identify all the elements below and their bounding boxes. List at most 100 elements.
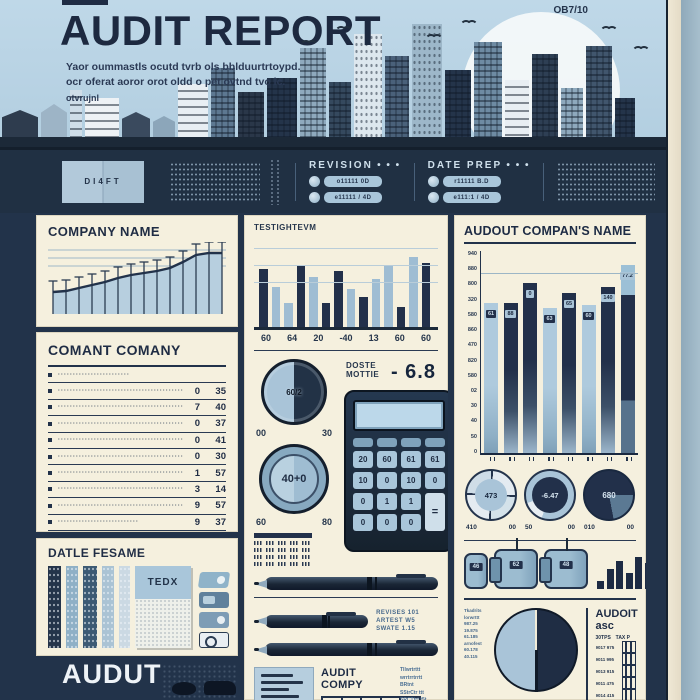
building	[354, 34, 382, 140]
calc-key	[425, 438, 445, 447]
bar: 63	[542, 308, 557, 453]
building	[238, 92, 264, 140]
row-label: 9014 415	[595, 692, 615, 698]
tick-mark	[552, 457, 554, 461]
bar-value: 88	[505, 310, 516, 318]
vertical-divider	[586, 608, 588, 700]
dash	[254, 555, 263, 559]
ground-strip	[0, 137, 666, 147]
text-line: 64	[287, 333, 298, 343]
mini-bar-chart	[597, 553, 646, 589]
check-cell	[626, 665, 632, 677]
vertical-text-column	[269, 158, 282, 205]
divider	[464, 598, 636, 600]
bar-value: 0	[526, 290, 534, 298]
date-row-2: e111:1 / 4D	[427, 192, 530, 203]
pen-body	[265, 614, 369, 628]
bullet-icon	[48, 487, 52, 492]
badge-icon	[427, 176, 439, 187]
pen-clip	[326, 611, 357, 616]
gauge-labels: 60 80	[256, 517, 332, 527]
axis-tick	[544, 457, 558, 461]
gauges-calculator-section: 60/2 00 30 40+0 60 80 DOSTE	[254, 359, 448, 566]
calc-key: 0	[425, 472, 445, 489]
text-line: 0	[473, 448, 477, 455]
check-cells	[621, 665, 637, 677]
dash	[266, 541, 275, 545]
pen-band	[375, 577, 378, 590]
bottom-row: AUDIT COMPY ⚑ TllwrtrtttwrrtrrtrrttBRtnt…	[254, 667, 438, 700]
bullet-icon	[48, 389, 52, 394]
audit-compy-grid: ⚑	[321, 696, 421, 700]
grid-cell	[322, 697, 342, 700]
row-value: 37	[215, 516, 226, 528]
date-pill: e111:1 / 4D	[442, 192, 501, 203]
tick-mark	[509, 457, 511, 461]
badge-icon	[309, 176, 320, 187]
bar	[396, 307, 405, 327]
revision-label-text: REVISION	[309, 160, 373, 171]
table-row: ········································…	[48, 416, 226, 433]
building	[178, 84, 208, 140]
text-line: 860	[467, 327, 477, 334]
pen-tip	[254, 645, 267, 654]
row-value: 1	[194, 467, 200, 479]
x-axis-labels: 60 64 20 -40 13 60 60	[254, 330, 438, 343]
donut-value: -6.47	[532, 477, 568, 513]
gauge-value: 40+0	[269, 454, 319, 504]
bullet-icon	[48, 520, 52, 525]
revision-label: REVISION • • •	[309, 160, 401, 171]
donut-block: 680 010 00	[582, 469, 636, 531]
x-axis-ticks	[483, 455, 637, 461]
check-cell	[631, 665, 636, 677]
date-row-1: r11111 B.D	[427, 176, 530, 187]
revision-row-2: e11111 / 4D	[309, 192, 401, 203]
dash	[302, 562, 311, 566]
table-row: ········································…	[48, 449, 226, 466]
bullet-icon	[48, 438, 52, 443]
calc-key	[353, 438, 373, 447]
bird-icon	[425, 34, 443, 42]
bar	[346, 289, 355, 327]
city-skyline	[0, 24, 666, 140]
grid-cell: ⚑	[400, 697, 420, 700]
pen-illustration	[254, 574, 438, 590]
calc-key: 10	[401, 472, 421, 489]
row-value: 9	[194, 500, 200, 512]
text-line: 940	[467, 251, 477, 257]
check-cell	[626, 641, 632, 653]
card-icon	[199, 592, 229, 608]
donut-block: 473 410 00	[464, 469, 518, 531]
row-value: 14	[215, 483, 226, 495]
y-axis-labels: 940 880 800 320 580 860 470 820 580 02 30 40 50 0	[464, 251, 481, 455]
text-line: ARTEST W5	[376, 618, 416, 624]
mini-bar	[597, 581, 604, 589]
book-spine	[102, 566, 114, 648]
silhouette-shape	[204, 681, 236, 695]
building	[474, 42, 502, 140]
row-value: 9	[194, 516, 200, 528]
building	[70, 90, 82, 140]
building	[41, 104, 67, 140]
subtitle-line3: otvrujnl	[66, 93, 99, 103]
wallet-label: 48	[559, 560, 573, 569]
row-value: 0	[194, 418, 200, 430]
audoit-table-block: AUDOIT asc 30TPS TAX P 9017 975 9011 995 9…	[596, 608, 638, 700]
pen-point	[254, 619, 259, 623]
building	[445, 70, 471, 140]
bullet-icon	[48, 503, 52, 508]
calc-key: 1	[401, 493, 421, 510]
receipt-line	[261, 674, 294, 677]
dash	[278, 562, 287, 566]
audit-row: 9014 415	[596, 689, 637, 700]
row-label: ········································…	[58, 502, 184, 509]
tedx-box: TEDX	[135, 566, 191, 648]
dotted-text-block	[170, 161, 260, 202]
tick-mark	[567, 457, 569, 461]
check-cell	[621, 653, 627, 665]
check-cell	[621, 677, 627, 689]
row-label: ········································…	[58, 486, 184, 493]
check-cells	[621, 653, 637, 665]
pen-band	[328, 614, 331, 628]
calculator-keys: 20 60 61 61 10 0 10 0 0 1 1 = 0 0 0	[353, 438, 445, 531]
